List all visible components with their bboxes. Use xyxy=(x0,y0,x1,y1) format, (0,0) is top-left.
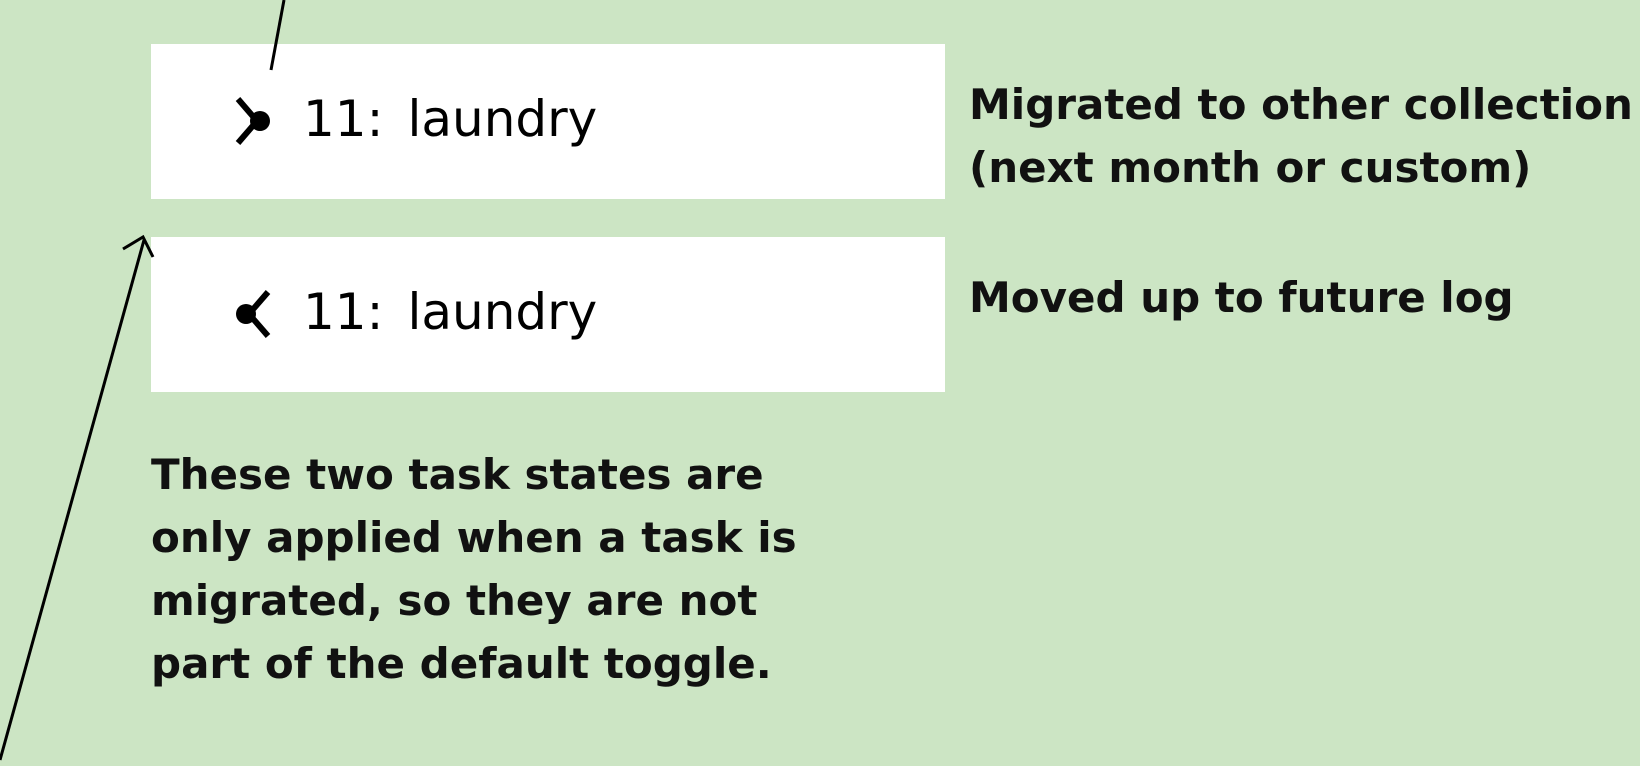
note-explanation: These two task states are only applied w… xyxy=(151,443,797,695)
note-migrated-line-2: (next month or custom) xyxy=(969,143,1532,192)
note-explanation-line-2: only applied when a task is xyxy=(151,513,797,562)
arrow-shaft-line xyxy=(0,239,146,761)
task-number: 11: xyxy=(303,90,384,148)
note-moved-up: Moved up to future log xyxy=(969,273,1514,322)
task-text: 11: laundry xyxy=(303,89,597,149)
note-migrated: Migrated to other collection (next month… xyxy=(969,73,1633,199)
task-card-migrated[interactable]: 11: laundry xyxy=(151,44,945,199)
task-label: laundry xyxy=(407,283,598,341)
task-label: laundry xyxy=(407,90,598,148)
note-migrated-line-1: Migrated to other collection xyxy=(969,80,1633,129)
arrow-head-icon xyxy=(122,234,155,258)
task-text: 11: laundry xyxy=(303,282,597,342)
task-card-moved-up[interactable]: 11: laundry xyxy=(151,237,945,392)
migrated-right-icon xyxy=(235,97,270,145)
task-number: 11: xyxy=(303,283,384,341)
note-explanation-line-1: These two task states are xyxy=(151,450,764,499)
moved-up-left-icon xyxy=(236,290,271,338)
note-explanation-line-3: migrated, so they are not xyxy=(151,576,758,625)
note-explanation-line-4: part of the default toggle. xyxy=(151,639,772,688)
